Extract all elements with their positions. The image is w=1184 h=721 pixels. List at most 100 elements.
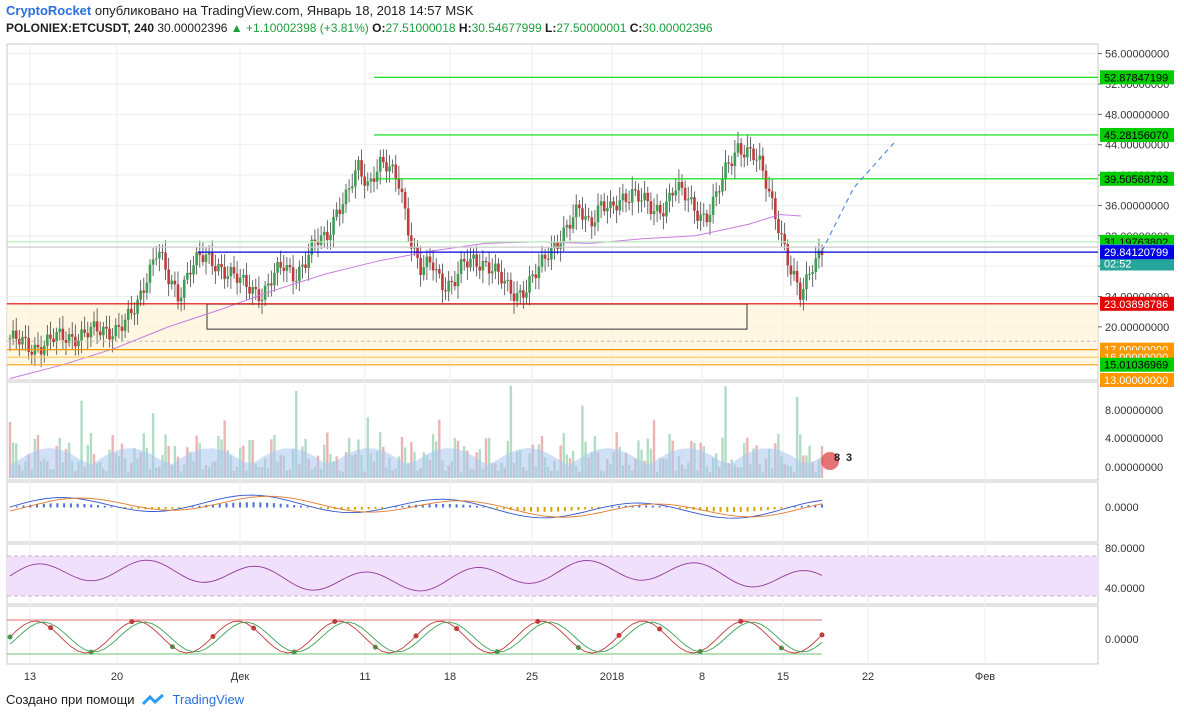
candle-body [400,188,404,193]
macd-histogram-bar [218,503,221,508]
candle-body [67,334,71,343]
macd-histogram-bar [96,505,99,508]
time-axis: 13 20 Дек 11 18 25 2018 8 15 22 Фев [24,671,995,683]
macd-histogram-bar [225,503,228,508]
volume-ma-area [10,448,822,478]
price-candles [8,131,824,368]
close-value: 30.00002396 [642,21,713,35]
volume-bar [86,444,89,478]
candle-body [590,217,594,227]
candle-body [344,189,348,205]
candle-body [229,267,233,277]
candle-body [338,209,342,214]
macd-histogram-bar [543,507,546,512]
candle-body [142,290,146,293]
macd-histogram-bar [15,506,18,508]
volume-bar [89,432,93,478]
candle-body [322,231,326,236]
candle-body [733,152,737,167]
tradingview-link[interactable]: TradingView [172,692,245,707]
candle-body [220,264,223,268]
candle-body [304,264,307,268]
candle-body [341,204,345,214]
volume-bar [173,446,177,478]
candle-body [472,254,475,259]
candle-body [242,274,245,278]
macd-histogram-bar [428,504,431,508]
macd-histogram-bar [63,503,66,508]
candle-body [783,233,786,245]
price-level-badge [1100,245,1174,260]
candle-body [811,271,814,275]
time-tick-label: 25 [526,671,538,683]
candle-body [553,242,556,249]
candle-body [543,254,547,259]
candle-body [24,336,27,338]
author-link[interactable]: CryptoRocket [6,3,92,18]
candle-body [394,164,398,179]
macd-histogram-bar [76,503,79,508]
volume-bar [637,440,640,478]
candle-body [126,308,130,320]
candle-body [646,192,650,202]
macd-histogram-bar [618,505,620,508]
candle-body [506,279,510,281]
macd-histogram-bar [327,507,330,509]
macd-histogram-bar [130,507,133,509]
candle-body [382,156,385,163]
candle-body [434,269,438,271]
macd-histogram-bar [49,503,52,508]
candle-body [752,148,755,161]
macd-histogram-bar [347,507,350,510]
candle-body [117,325,121,327]
candle-body [133,313,136,315]
candle-body [273,272,276,286]
candle-body [326,231,329,241]
candle-body [148,264,152,283]
macd-histogram-bar [550,507,553,512]
pane-tick-label: 4.00000000 [1105,433,1163,445]
candle-body [699,214,702,221]
candle-body [742,154,746,158]
candle-body [154,258,158,260]
candle-body [690,197,693,200]
candle-body [531,274,534,277]
time-tick-label: 13 [24,671,36,683]
candle-body [453,282,457,287]
time-tick-label: 22 [862,671,874,683]
candle-body [11,330,15,339]
candle-body [727,162,730,164]
macd-histogram-bar [9,507,11,508]
candle-body [186,272,189,280]
candle-body [512,293,516,302]
macd-histogram-bar [469,505,472,508]
candle-body [820,250,824,256]
candle-body [736,143,740,153]
price-level-badge [1100,296,1174,311]
volume-bar [799,434,802,478]
candle-body [298,266,301,281]
macd-histogram-bar [42,503,45,508]
macd-histogram-bar [110,506,113,508]
macd-histogram-bar [638,505,641,508]
candle-body [618,200,622,211]
macd-histogram-bar [705,507,708,511]
macd-histogram-bar [354,507,357,510]
macd-histogram-bar [171,507,174,509]
candle-body [8,338,12,340]
candle-body [291,267,295,282]
candle-body [662,213,665,217]
volume-bar [410,441,413,478]
candle-body [201,255,205,262]
candle-body [438,269,441,274]
candle-body [419,257,422,276]
candle-body [714,191,718,197]
candle-body [758,155,762,160]
pane-tick-label: 80.0000 [1105,543,1145,555]
candle-body [217,264,220,272]
candle-body [123,319,127,331]
candle-body [528,276,531,293]
macd-histogram-bar [678,507,681,509]
macd-histogram-bar [252,502,255,508]
